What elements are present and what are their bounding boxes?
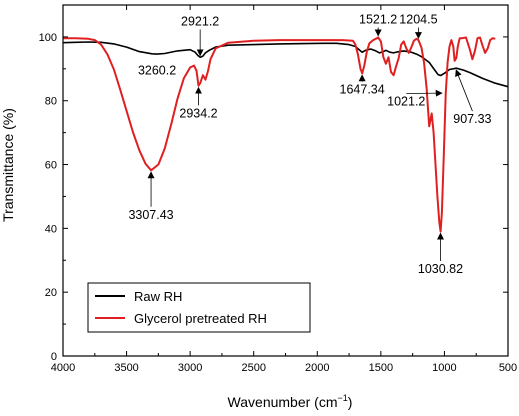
legend-label-glycerol-rh: Glycerol pretreated RH xyxy=(134,311,267,326)
legend-box xyxy=(87,282,311,333)
x-tick-label-4: 2000 xyxy=(305,362,329,374)
y-tick-label-2: 40 xyxy=(45,223,57,235)
series-line-1 xyxy=(63,36,496,233)
annotation-label-3: 3307.43 xyxy=(128,208,173,222)
annotation-label-5: 1204.5 xyxy=(399,13,437,27)
annotation-label-1: 3260.2 xyxy=(138,64,176,78)
annotation-label-0: 2921.2 xyxy=(181,14,219,28)
x-axis-title-close: ) xyxy=(348,394,353,410)
legend-label-raw-rh: Raw RH xyxy=(134,289,182,304)
plot-area: 2921.2 3260.2 2934.2 3307.43 1521.2 1204.5 164… xyxy=(62,13,509,276)
y-axis-title: Transmittance (%) xyxy=(0,108,16,222)
y-tick-label-5: 100 xyxy=(39,32,57,44)
annotation-label-2: 2934.2 xyxy=(179,106,217,120)
x-axis-title: Wavenumber (cm−1) xyxy=(228,393,353,410)
y-tick-label-4: 80 xyxy=(45,96,57,108)
y-tick-label-3: 60 xyxy=(45,160,57,172)
y-tick-label-1: 20 xyxy=(45,287,57,299)
annotation-label-4: 1521.2 xyxy=(359,13,397,27)
x-tick-label-3: 2500 xyxy=(241,362,265,374)
series-line-0 xyxy=(62,41,509,88)
annotation-label-7: 1021.2 xyxy=(387,95,425,109)
x-axis-title-superscript: −1 xyxy=(338,393,348,403)
x-tick-label-6: 1000 xyxy=(432,362,456,374)
annotation-label-9: 1030.82 xyxy=(418,262,463,276)
annotation-arrow-8 xyxy=(455,69,473,112)
x-tick-label-2: 3000 xyxy=(178,362,202,374)
x-tick-label-0: 4000 xyxy=(51,362,75,374)
annotation-label-6: 1647.34 xyxy=(340,83,385,97)
y-tick-label-0: 0 xyxy=(51,351,57,363)
x-axis-title-main: Wavenumber (cm xyxy=(228,394,338,410)
x-tick-label-7: 500 xyxy=(499,362,517,374)
axes: 4000 3500 3000 2500 2000 1500 1000 500 0 20 40 60 80… xyxy=(39,4,517,374)
x-tick-label-1: 3500 xyxy=(114,362,138,374)
x-tick-label-5: 1500 xyxy=(369,362,393,374)
legend: Raw RH Glycerol pretreated RH xyxy=(87,282,311,333)
annotation-label-8: 907.33 xyxy=(453,112,491,126)
